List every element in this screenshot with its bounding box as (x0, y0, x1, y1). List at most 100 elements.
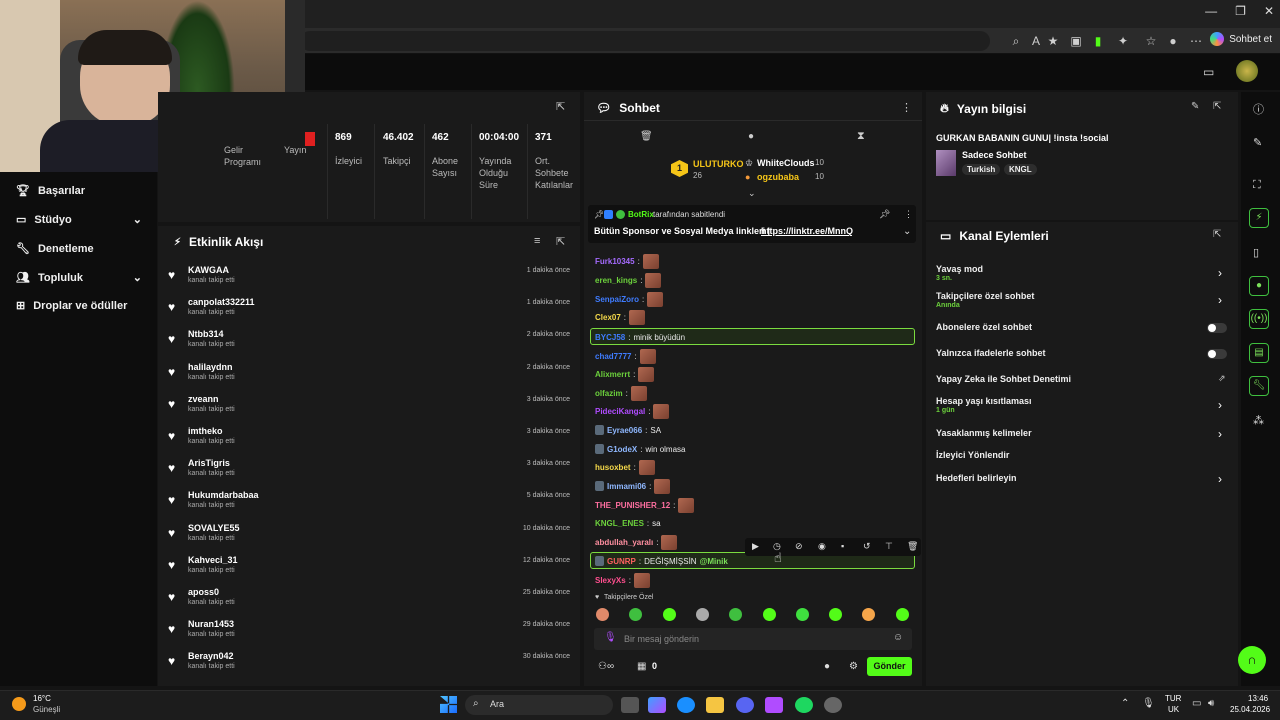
taskbar-search[interactable] (465, 695, 613, 715)
document-icon[interactable]: ▯ (1253, 247, 1260, 259)
chat-message[interactable]: Furk10345: (595, 253, 659, 269)
task-view-icon[interactable] (621, 697, 639, 713)
chat-username[interactable]: Alixmerrt (595, 369, 631, 379)
popout-icon[interactable]: ⇱ (1213, 229, 1222, 240)
region-label[interactable]: UK (1168, 705, 1180, 714)
chat-username[interactable]: PideciKangal (595, 406, 646, 416)
chat-message[interactable]: chad7777: (595, 348, 656, 364)
quick-action-chat[interactable]: ● (1249, 276, 1269, 296)
chat-message[interactable]: G1odeX: win olmasa (595, 442, 685, 456)
chat-message[interactable]: Alixmerrt: (595, 366, 655, 382)
chevron-up-icon[interactable]: ⌃ (1121, 698, 1130, 709)
list-item[interactable]: ♥ halilaydnn kanalı takip etti 2 dakika önc… (168, 362, 574, 392)
chat-username[interactable]: Immami06 (607, 481, 647, 491)
extensions-icon[interactable]: ✦ (1117, 34, 1129, 48)
chat-username[interactable]: chad7777 (595, 351, 632, 361)
chat-message[interactable]: BYCJ58: minik büyüdün (595, 330, 685, 344)
leader-name[interactable]: ULUTURKO (693, 159, 744, 169)
list-item[interactable]: ♥ Kahveci_31 kanalı takip etti 12 dakika ön… (168, 555, 574, 585)
emote-icon[interactable] (729, 608, 743, 621)
edit-pencil-icon[interactable]: ✎ (1253, 137, 1263, 149)
chat-message[interactable]: Clex07: (595, 309, 646, 325)
sun-weather-icon[interactable] (12, 697, 26, 711)
minimize-button[interactable]: — (1205, 4, 1218, 18)
channel-action-item[interactable]: Hesap yaşı kısıtlaması 1 gün (936, 396, 1032, 414)
popout-icon[interactable]: ⇱ (556, 101, 566, 113)
chat-message[interactable]: eren_kings: (595, 272, 662, 288)
filter-icon[interactable]: ≡ (534, 235, 541, 247)
store-icon[interactable]: ▦ (637, 661, 647, 672)
read-aloud-icon[interactable]: A (1031, 34, 1040, 48)
copy-icon[interactable]: ▪ (841, 541, 845, 551)
chat-username[interactable]: SenpaiZoro (595, 294, 640, 304)
chat-message[interactable]: THE_PUNISHER_12: (595, 497, 695, 513)
emote-icon[interactable] (762, 608, 776, 621)
chat-message[interactable]: SlexyXs: (595, 572, 650, 588)
emote-icon[interactable] (662, 608, 676, 621)
channel-action-item[interactable]: İzleyici Yönlendir (936, 450, 1009, 460)
emoji-icon[interactable]: ☺ (893, 632, 904, 643)
chat-username[interactable]: SlexyXs (595, 575, 626, 585)
sidebar-item-drops[interactable]: ⊞ Droplar ve ödüller (16, 299, 146, 313)
address-bar[interactable] (300, 31, 990, 51)
list-item[interactable]: ♥ imtheko kanalı takip etti 3 dakika önce (168, 426, 574, 456)
chat-username[interactable]: KNGL_ENES (595, 518, 644, 528)
microphone-icon[interactable]: 🎙︎ (1142, 698, 1155, 709)
quick-action-bolt[interactable]: ⚡︎ (1249, 208, 1269, 228)
copilot-icon[interactable] (648, 697, 666, 713)
send-button[interactable]: Gönder (867, 657, 912, 676)
emote-icon[interactable] (862, 608, 876, 621)
profile-icon[interactable]: ● (1169, 34, 1177, 48)
chat-message[interactable]: PideciKangal: (595, 403, 670, 419)
list-item[interactable]: ♥ Ntbb314 kanalı takip etti 2 dakika önce (168, 329, 574, 359)
chat-message[interactable]: olfazim: (595, 385, 647, 401)
popout-icon[interactable]: ⇱ (1213, 101, 1222, 112)
channel-action-item[interactable]: Yalnızca ifadelerle sohbet (936, 348, 1046, 358)
sidebar-item-achievements[interactable]: 🏆︎ Başarılar (16, 184, 146, 198)
toggle-switch[interactable] (1207, 349, 1227, 359)
volume-icon[interactable]: 🔊︎ (1208, 698, 1215, 709)
favorite-star-icon[interactable]: ★ (1047, 34, 1059, 48)
external-link-icon[interactable]: ⇗ (1218, 373, 1226, 383)
zoom-icon[interactable]: ⌕ (1012, 34, 1020, 48)
popout-icon[interactable]: ⇱ (556, 236, 566, 248)
channel-action-item[interactable]: Yapay Zeka ile Sohbet Denetimi (936, 374, 1071, 384)
file-explorer-icon[interactable] (706, 697, 724, 713)
chat-icon[interactable]: ● (748, 131, 755, 142)
channel-action-item[interactable]: Takipçilere özel sohbet Anında (936, 291, 1034, 309)
chat-message[interactable]: KNGL_ENES: sa (595, 516, 661, 530)
chat-username[interactable]: BYCJ58 (595, 332, 626, 342)
list-item[interactable]: ♥ KAWGAA kanalı takip etti 1 dakika önce (168, 265, 574, 295)
more-menu-icon[interactable]: ⋯ (1190, 34, 1202, 48)
chevron-right-icon[interactable]: › (1218, 398, 1222, 412)
toggle-switch[interactable] (1207, 323, 1227, 333)
edge-browser-icon[interactable] (677, 697, 695, 713)
channel-action-item[interactable]: Yasaklanmış kelimeler (936, 428, 1032, 438)
emote-icon[interactable] (695, 608, 709, 621)
chat-username[interactable]: eren_kings (595, 275, 638, 285)
list-item[interactable]: ♥ zveann kanalı takip etti 3 dakika önce (168, 394, 574, 424)
emote-icon[interactable] (829, 608, 843, 621)
headset-support-icon[interactable]: ∩ (1238, 646, 1266, 674)
quick-action-wrench[interactable]: 🔧︎ (1249, 376, 1269, 396)
clock-time[interactable]: 13:46 (1248, 694, 1269, 703)
list-item[interactable]: ♥ Berayn042 kanalı takip etti 30 dakika önc… (168, 651, 574, 681)
chat-username[interactable]: Clex07 (595, 312, 621, 322)
list-item[interactable]: ♥ SOVALYE55 kanalı takip etti 10 dakika önc… (168, 523, 574, 553)
chat-message[interactable]: Eyrae066: SA (595, 423, 661, 437)
extension-icon[interactable]: ▣ (1070, 34, 1082, 48)
chat-username[interactable]: abdullah_yaralı (595, 537, 654, 547)
chevron-right-icon[interactable]: › (1218, 266, 1222, 280)
chat-username[interactable]: GUNRP (607, 556, 636, 566)
leader-name[interactable]: ogzubaba (757, 172, 799, 182)
tag-chip[interactable]: Turkish (962, 164, 1001, 175)
play-icon[interactable]: ▶ (752, 541, 759, 551)
chat-settings-icon[interactable]: ● (824, 661, 831, 672)
info-icon[interactable]: ⓘ (1253, 104, 1264, 116)
chat-message[interactable]: GUNRP: DEĞİŞMİŞSİN @Minik (595, 554, 728, 568)
list-item[interactable]: ♥ Nuran1453 kanalı takip etti 29 dakika önc… (168, 619, 574, 649)
discord-icon[interactable] (736, 697, 754, 713)
obs-icon[interactable] (824, 697, 842, 713)
chat-username[interactable]: Furk10345 (595, 256, 635, 266)
chat-message[interactable]: husoxbet: (595, 459, 655, 475)
